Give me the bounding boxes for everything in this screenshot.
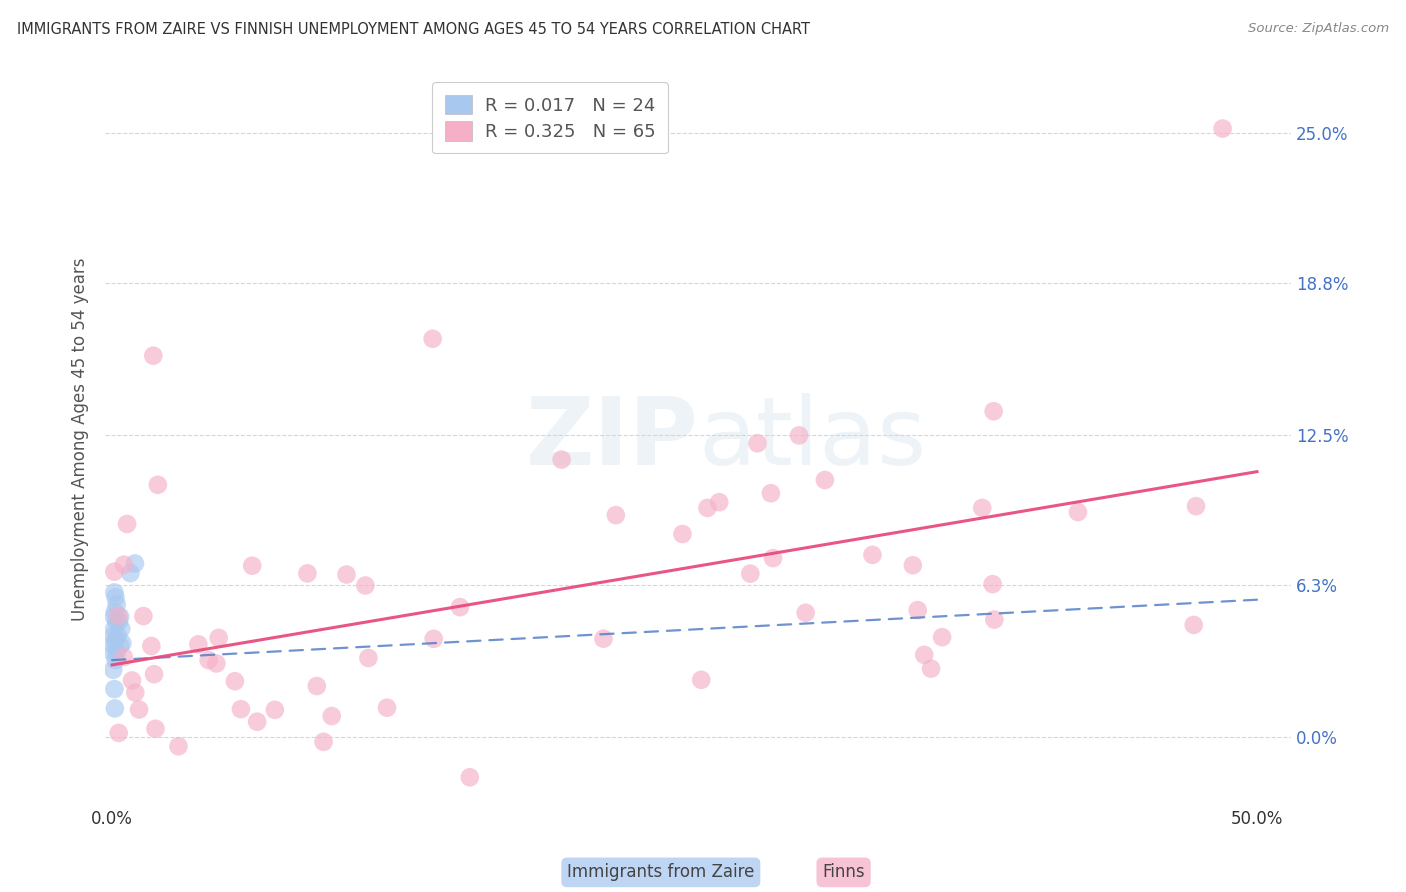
- Point: [357, 651, 380, 665]
- Point: [229, 702, 252, 716]
- Point: [550, 452, 572, 467]
- Point: [671, 527, 693, 541]
- Point: [1212, 121, 1234, 136]
- Point: [747, 436, 769, 450]
- Point: [103, 622, 125, 636]
- Point: [103, 585, 125, 599]
- Text: ZIP: ZIP: [526, 393, 699, 485]
- Point: [920, 662, 942, 676]
- Point: [794, 606, 817, 620]
- Point: [335, 567, 357, 582]
- Point: [141, 639, 163, 653]
- Point: [740, 566, 762, 581]
- Point: [115, 516, 138, 531]
- Point: [321, 709, 343, 723]
- Point: [108, 639, 131, 653]
- Legend: R = 0.017   N = 24, R = 0.325   N = 65: R = 0.017 N = 24, R = 0.325 N = 65: [432, 82, 668, 153]
- Text: Source: ZipAtlas.com: Source: ZipAtlas.com: [1249, 22, 1389, 36]
- Point: [690, 673, 713, 687]
- Point: [143, 667, 166, 681]
- Point: [263, 703, 285, 717]
- Point: [787, 428, 810, 442]
- Point: [103, 682, 125, 697]
- Point: [107, 608, 129, 623]
- Point: [1182, 618, 1205, 632]
- Point: [103, 565, 125, 579]
- Point: [814, 473, 837, 487]
- Point: [907, 603, 929, 617]
- Point: [167, 739, 190, 754]
- Point: [103, 646, 125, 660]
- Point: [1067, 505, 1090, 519]
- Point: [145, 722, 167, 736]
- Point: [105, 646, 128, 660]
- Point: [128, 702, 150, 716]
- Point: [108, 615, 131, 629]
- Point: [104, 653, 127, 667]
- Point: [205, 657, 228, 671]
- Point: [104, 591, 127, 605]
- Point: [108, 609, 131, 624]
- Point: [107, 629, 129, 643]
- Point: [354, 578, 377, 592]
- Point: [422, 632, 444, 646]
- Point: [208, 631, 231, 645]
- Point: [592, 632, 614, 646]
- Point: [224, 674, 246, 689]
- Point: [124, 557, 146, 571]
- Point: [105, 598, 128, 612]
- Point: [762, 551, 785, 566]
- Point: [912, 648, 935, 662]
- Point: [709, 495, 731, 509]
- Point: [696, 500, 718, 515]
- Point: [103, 609, 125, 624]
- Text: IMMIGRANTS FROM ZAIRE VS FINNISH UNEMPLOYMENT AMONG AGES 45 TO 54 YEARS CORRELAT: IMMIGRANTS FROM ZAIRE VS FINNISH UNEMPLO…: [17, 22, 810, 37]
- Point: [132, 609, 155, 624]
- Point: [1185, 499, 1208, 513]
- Point: [103, 629, 125, 643]
- Point: [422, 332, 444, 346]
- Y-axis label: Unemployment Among Ages 45 to 54 years: Unemployment Among Ages 45 to 54 years: [72, 257, 89, 621]
- Point: [983, 404, 1005, 418]
- Point: [103, 663, 125, 677]
- Point: [120, 566, 142, 581]
- Point: [107, 726, 129, 740]
- Point: [246, 714, 269, 729]
- Point: [981, 577, 1004, 591]
- Point: [862, 548, 884, 562]
- Point: [449, 600, 471, 615]
- Text: Finns: Finns: [823, 863, 865, 881]
- Point: [110, 622, 132, 636]
- Point: [458, 770, 481, 784]
- Point: [972, 500, 994, 515]
- Point: [146, 478, 169, 492]
- Point: [124, 685, 146, 699]
- Text: Immigrants from Zaire: Immigrants from Zaire: [567, 863, 755, 881]
- Point: [197, 653, 219, 667]
- Point: [983, 613, 1005, 627]
- Point: [105, 615, 128, 629]
- Text: atlas: atlas: [699, 393, 927, 485]
- Point: [103, 639, 125, 653]
- Point: [297, 566, 319, 581]
- Point: [121, 673, 143, 688]
- Point: [142, 349, 165, 363]
- Point: [375, 700, 398, 714]
- Point: [112, 650, 135, 665]
- Point: [112, 558, 135, 572]
- Point: [240, 558, 263, 573]
- Point: [104, 605, 127, 619]
- Point: [931, 630, 953, 644]
- Point: [104, 633, 127, 648]
- Point: [111, 636, 134, 650]
- Point: [901, 558, 924, 573]
- Point: [759, 486, 782, 500]
- Point: [305, 679, 328, 693]
- Point: [312, 735, 335, 749]
- Point: [187, 637, 209, 651]
- Point: [104, 701, 127, 715]
- Point: [605, 508, 627, 523]
